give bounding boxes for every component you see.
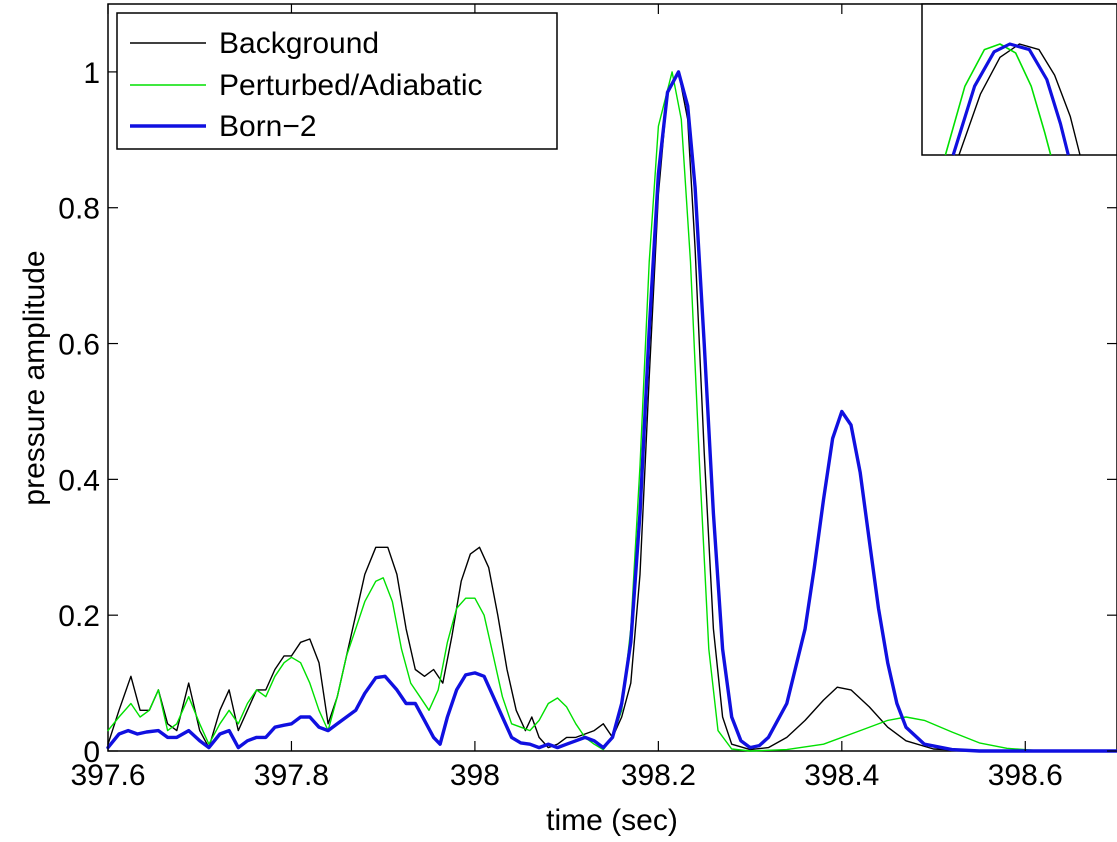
x-axis-title: time (sec) bbox=[546, 804, 678, 837]
inset-line-born-2 bbox=[951, 42, 1070, 156]
legend-label-background: Background bbox=[219, 27, 379, 60]
series-line-perturbed-adiabatic bbox=[107, 71, 1117, 752]
legend: Background Perturbed/Adiabatic Born−2 bbox=[116, 12, 558, 150]
inset-box bbox=[921, 3, 1117, 156]
y-tick-label: 0.2 bbox=[58, 600, 100, 633]
x-tick-label: 398 bbox=[450, 759, 500, 792]
x-tick-label: 397.6 bbox=[70, 759, 145, 792]
x-tick-label: 398.6 bbox=[988, 759, 1063, 792]
series-line-background bbox=[107, 71, 1117, 752]
y-tick-label: 0.4 bbox=[58, 464, 100, 497]
inset-line-background bbox=[958, 43, 1081, 156]
inset-zoom bbox=[921, 3, 1117, 156]
y-tick-label: 0 bbox=[83, 736, 100, 769]
x-tick-label: 398.2 bbox=[621, 759, 696, 792]
legend-label-perturbed: Perturbed/Adiabatic bbox=[219, 69, 483, 102]
legend-label-born2: Born−2 bbox=[219, 110, 317, 143]
series-layer bbox=[106, 70, 1117, 753]
y-tick-label: 0.6 bbox=[58, 329, 100, 362]
y-tick-label: 1 bbox=[83, 57, 100, 90]
x-tick-label: 397.8 bbox=[254, 759, 329, 792]
series-line-born-2 bbox=[106, 70, 1117, 753]
y-tick-label: 0.8 bbox=[58, 193, 100, 226]
x-tick-label: 398.4 bbox=[804, 759, 879, 792]
y-axis-title: pressure amplitude bbox=[18, 250, 51, 505]
ticks-layer: 397.6 397.8 398 398.2 398.4 398.6 0 0.2 0.4 0.6 0.… bbox=[58, 4, 1117, 792]
inset-line-perturbed-adiabatic bbox=[944, 43, 1052, 156]
inset-series-layer bbox=[944, 42, 1081, 156]
